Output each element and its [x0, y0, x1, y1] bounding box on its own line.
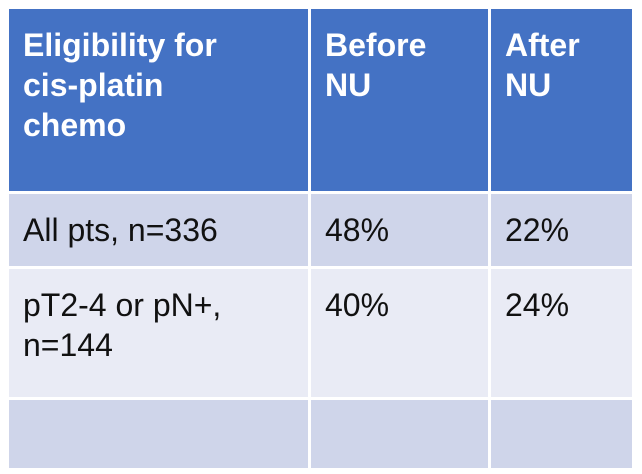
- table-cell: 48%: [308, 191, 491, 269]
- table-row: pT2-4 or pN+, n=144 40% 24%: [6, 266, 635, 400]
- table-cell: 22%: [488, 191, 635, 269]
- header-row: Eligibility for cis-platin chemo Before …: [6, 6, 635, 194]
- table-cell: All pts, n=336: [6, 191, 311, 269]
- cell-text: pT2-4 or pN+, n=144: [23, 287, 222, 363]
- table-cell: 40%: [308, 266, 491, 400]
- header-text: Before NU: [325, 27, 427, 103]
- table-cell: [308, 397, 491, 471]
- table-cell: pT2-4 or pN+, n=144: [6, 266, 311, 400]
- table-cell: 24%: [488, 266, 635, 400]
- header-text: Eligibility for cis-platin chemo: [23, 27, 217, 143]
- header-cell: After NU: [488, 6, 635, 194]
- table-cell: [488, 397, 635, 471]
- table-row: [6, 397, 635, 471]
- header-cell: Before NU: [308, 6, 491, 194]
- header-cell: Eligibility for cis-platin chemo: [6, 6, 311, 194]
- header-text: After NU: [505, 27, 580, 103]
- table-cell: [6, 397, 311, 471]
- table-row: All pts, n=336 48% 22%: [6, 191, 635, 269]
- data-table: Eligibility for cis-platin chemo Before …: [6, 6, 635, 471]
